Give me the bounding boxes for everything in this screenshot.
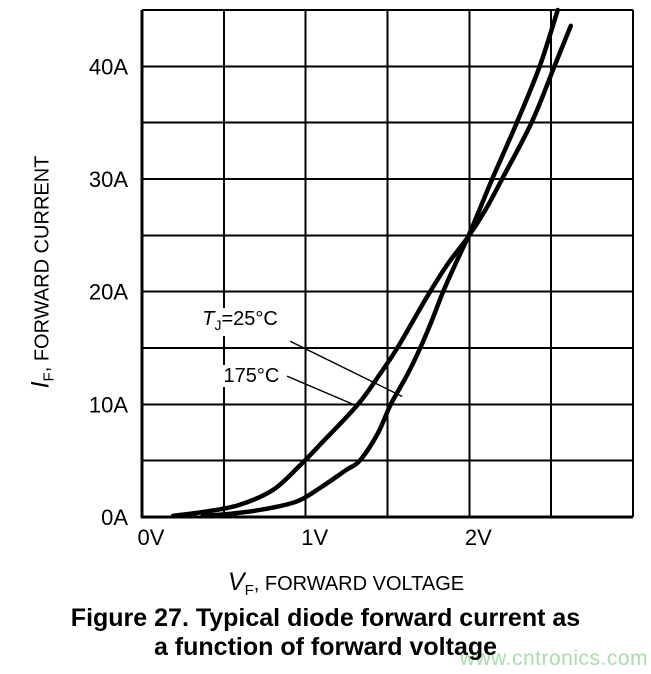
x-axis-symbol-subscript: F [244,582,254,599]
temp-symbol: T [202,308,215,331]
x-tick-label: 1V [301,525,328,550]
y-tick-label: 0A [101,505,128,530]
x-axis-title: VF, FORWARD VOLTAGE [228,568,464,599]
curve-175C [170,23,574,519]
curve-label-175c: 175°C [220,365,283,388]
y-axis-symbol-subscript: F [40,372,58,382]
y-tick-label: 30A [89,167,128,192]
x-tick-label: 2V [465,525,492,550]
y-axis-symbol: I [26,381,55,389]
watermark-text: www.cntronics.com [459,647,648,670]
caption-line-1: Figure 27. Typical diode forward current… [70,604,581,632]
y-tick-label: 10A [89,392,128,417]
figure-caption: Figure 27. Typical diode forward current… [0,604,651,662]
y-axis-title-text: , FORWARD CURRENT [31,155,54,373]
curve-label-25c-text: =25°C [221,308,278,331]
curve-label-175c-text: 175°C [223,365,280,388]
curve-TJ_25C [200,7,560,519]
y-axis-title: IF, FORWARD CURRENT [27,156,58,389]
x-tick-label: 0V [138,525,165,550]
temp-symbol-subscript: J [214,317,222,334]
x-axis-symbol: V [227,568,245,596]
x-axis-title-text: , FORWARD VOLTAGE [253,573,465,595]
y-tick-label: 20A [89,280,128,305]
y-tick-label: 40A [89,54,128,79]
curve-label-25c: TJ=25°C [199,308,281,337]
leader-line-TJ_25C [289,340,403,398]
caption-line-2: a function of forward voltage [153,633,498,661]
leader-line-175C [286,375,358,407]
